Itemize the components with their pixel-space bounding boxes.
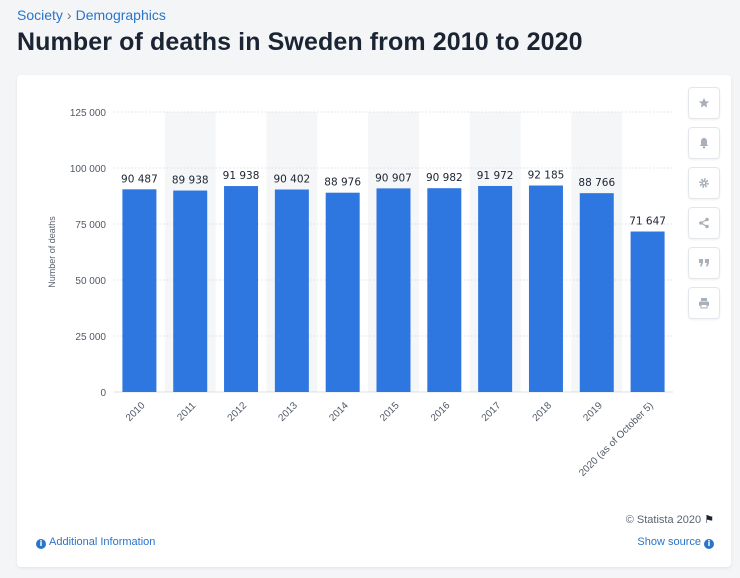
x-tick-label: 2019 <box>581 400 605 424</box>
data-label: 89 938 <box>172 175 209 187</box>
data-label: 92 185 <box>528 170 565 182</box>
gear-icon <box>699 178 709 188</box>
x-tick-label: 2010 <box>124 400 148 424</box>
data-label: 90 907 <box>375 172 412 184</box>
breadcrumb-item-society[interactable]: Society <box>17 7 63 23</box>
data-label: 91 938 <box>223 170 260 182</box>
x-tick-label: 2013 <box>276 400 300 424</box>
share-icon <box>699 217 709 229</box>
x-tick-label: 2011 <box>175 400 198 423</box>
x-tick-label: 2014 <box>327 400 351 424</box>
y-tick-label: 100 000 <box>70 164 107 175</box>
bar <box>325 192 360 392</box>
bell-icon <box>699 138 709 149</box>
info-icon: i <box>36 539 46 549</box>
bar-chart: 0 25 000 50 000 75 000 100 000 125 000 Number … <box>47 108 673 479</box>
bar <box>173 190 208 392</box>
y-tick-label: 75 000 <box>75 220 106 231</box>
data-label: 90 402 <box>273 173 310 185</box>
info-icon: i <box>704 539 714 549</box>
x-tick-label: 2017 <box>480 400 504 424</box>
bar <box>427 188 462 392</box>
y-axis-title: Number of deaths <box>47 216 57 288</box>
alert-button[interactable] <box>688 127 720 159</box>
additional-information-link[interactable]: i Additional Information <box>36 536 155 549</box>
x-tick-label: 2018 <box>531 400 555 424</box>
data-label: 88 766 <box>578 177 615 189</box>
x-tick-label: 2012 <box>226 400 250 424</box>
bar <box>579 193 614 392</box>
flag-icon[interactable]: ⚑ <box>704 513 714 526</box>
y-tick-label: 0 <box>100 388 106 399</box>
favorite-button[interactable] <box>688 87 720 119</box>
bar <box>122 189 157 392</box>
data-label: 91 972 <box>477 170 514 182</box>
x-tick-label: 2015 <box>378 400 402 424</box>
y-tick-label: 25 000 <box>75 332 106 343</box>
copyright-text: © Statista 2020 <box>625 514 702 526</box>
print-button[interactable] <box>688 287 720 319</box>
data-label: 71 647 <box>629 216 666 228</box>
x-tick-label: 2016 <box>429 400 453 424</box>
settings-button[interactable] <box>688 167 720 199</box>
star-icon <box>698 97 710 108</box>
cite-button[interactable] <box>688 247 720 279</box>
additional-information-label: Additional Information <box>49 536 156 548</box>
breadcrumb: Society › Demographics <box>17 7 166 23</box>
page-title: Number of deaths in Sweden from 2010 to … <box>17 28 583 56</box>
show-source-link[interactable]: Show source i <box>637 536 714 549</box>
bar <box>224 186 259 392</box>
breadcrumb-separator: › <box>66 7 72 23</box>
bar <box>630 231 665 392</box>
share-button[interactable] <box>688 207 720 239</box>
breadcrumb-item-demographics[interactable]: Demographics <box>75 7 166 23</box>
data-label: 90 982 <box>426 172 463 184</box>
printer-icon <box>699 298 709 309</box>
bar <box>274 189 309 392</box>
data-label: 88 976 <box>324 177 361 189</box>
y-tick-label: 50 000 <box>75 276 106 287</box>
y-tick-label: 125 000 <box>70 108 107 119</box>
show-source-label: Show source <box>637 536 701 548</box>
chart-card: 0 25 000 50 000 75 000 100 000 125 000 Number … <box>17 75 731 567</box>
chart-toolbar <box>688 87 720 327</box>
bar <box>528 185 563 392</box>
data-label: 90 487 <box>121 173 158 185</box>
quote-icon <box>699 259 709 267</box>
bar <box>376 188 411 392</box>
bar <box>478 185 513 392</box>
copyright-notice: © Statista 2020 ⚑ <box>626 513 714 526</box>
